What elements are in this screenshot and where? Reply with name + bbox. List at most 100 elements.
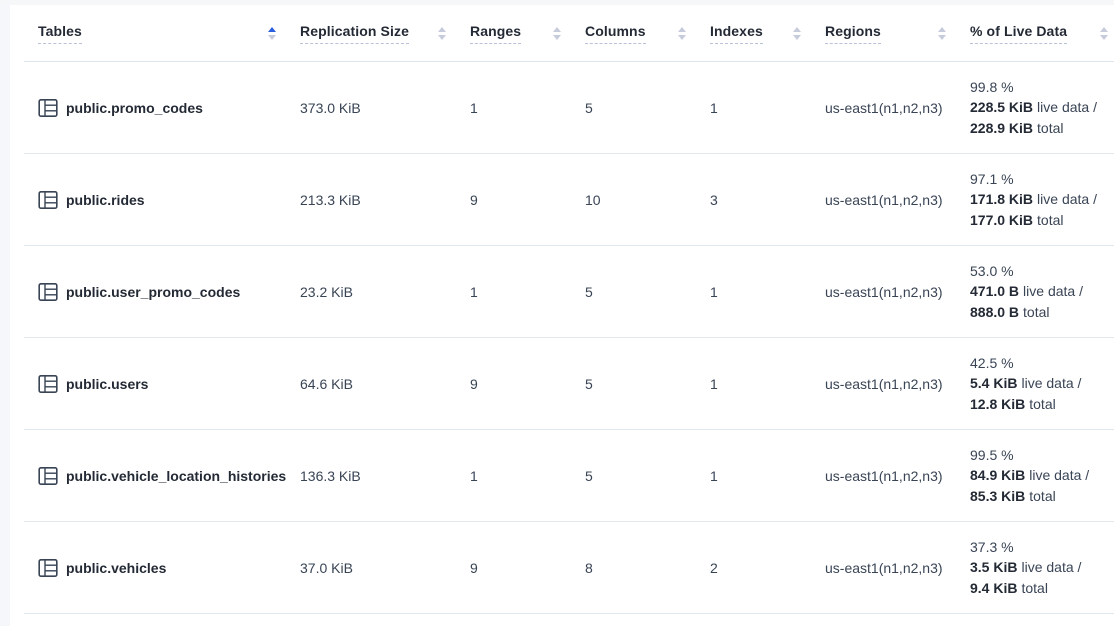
live-suffix: live data /: [1021, 375, 1082, 392]
total-size: 12.8 KiB: [970, 395, 1026, 412]
total-suffix: total: [1037, 211, 1064, 228]
live-data-cell: 37.3 % 3.5 KiB live data / 9.4 KiB total: [960, 537, 1114, 599]
live-size: 5.4 KiB: [970, 375, 1018, 392]
total-size-line: 177.0 KiB total: [970, 210, 1114, 231]
table-row: public.rides 213.3 KiB 9 10 3 us-east1(n…: [24, 154, 1114, 246]
live-data-cell: 99.8 % 228.5 KiB live data / 228.9 KiB tot…: [960, 77, 1114, 139]
column-header-regions[interactable]: Regions: [815, 5, 960, 61]
live-suffix: live data /: [1037, 99, 1097, 116]
ranges-cell: 1: [470, 283, 478, 300]
column-header-ranges[interactable]: Ranges: [460, 5, 575, 61]
regions-cell: us-east1(n1,n2,n3): [825, 283, 943, 300]
table-name-cell: public.user_promo_codes: [24, 282, 290, 302]
columns-cell: 10: [585, 191, 601, 208]
regions-cell: us-east1(n1,n2,n3): [825, 191, 943, 208]
live-percent: 53.0 %: [970, 262, 1014, 279]
regions-cell: us-east1(n1,n2,n3): [825, 375, 943, 392]
column-header-replication-size[interactable]: Replication Size: [290, 5, 460, 61]
column-header-tables[interactable]: Tables: [24, 5, 290, 61]
total-size-line: 12.8 KiB total: [970, 394, 1114, 415]
sort-carets-icon[interactable]: [268, 26, 276, 40]
table-name-cell: public.vehicle_location_histories: [24, 466, 290, 486]
table-icon: [38, 190, 58, 210]
indexes-cell: 1: [710, 283, 718, 300]
replication-size-cell: 373.0 KiB: [300, 99, 361, 116]
table-header-row: Tables Replication Size Ranges Columns: [24, 5, 1114, 62]
replication-size-cell: 64.6 KiB: [300, 375, 353, 392]
column-header-indexes[interactable]: Indexes: [700, 5, 815, 61]
total-size-line: 85.3 KiB total: [970, 486, 1114, 507]
columns-cell: 5: [585, 283, 593, 300]
replication-size-cell: 213.3 KiB: [300, 191, 361, 208]
column-header-label: Replication Size: [300, 23, 409, 44]
regions-cell: us-east1(n1,n2,n3): [825, 99, 943, 116]
page-background-left: [0, 0, 10, 626]
total-suffix: total: [1037, 119, 1064, 136]
table-icon: [38, 466, 58, 486]
sort-carets-icon[interactable]: [1100, 26, 1108, 40]
total-size: 85.3 KiB: [970, 487, 1026, 504]
live-size: 228.5 KiB: [970, 99, 1034, 116]
column-header-columns[interactable]: Columns: [575, 5, 700, 61]
table-name-link[interactable]: public.rides: [66, 191, 145, 208]
sort-carets-icon[interactable]: [553, 26, 561, 40]
table-row: public.users 64.6 KiB 9 5 1 us-east1(n1,…: [24, 338, 1114, 430]
live-size: 84.9 KiB: [970, 467, 1026, 484]
total-suffix: total: [1029, 487, 1056, 504]
sort-carets-icon[interactable]: [438, 26, 446, 40]
total-size-line: 228.9 KiB total: [970, 118, 1114, 139]
live-size-line: 228.5 KiB live data /: [970, 97, 1114, 118]
total-size: 888.0 B: [970, 303, 1020, 320]
sort-carets-icon[interactable]: [793, 26, 801, 40]
table-icon: [38, 282, 58, 302]
sort-carets-icon[interactable]: [678, 26, 686, 40]
ranges-cell: 1: [470, 99, 478, 116]
indexes-cell: 1: [710, 375, 718, 392]
live-suffix: live data /: [1037, 191, 1097, 208]
total-suffix: total: [1023, 303, 1050, 320]
replication-size-cell: 23.2 KiB: [300, 283, 353, 300]
live-data-cell: 99.5 % 84.9 KiB live data / 85.3 KiB total: [960, 445, 1114, 507]
columns-cell: 8: [585, 559, 593, 576]
table-name-cell: public.users: [24, 374, 290, 394]
columns-cell: 5: [585, 467, 593, 484]
column-header-label: % of Live Data: [970, 23, 1068, 44]
live-size-line: 84.9 KiB live data /: [970, 465, 1114, 486]
column-header-label: Regions: [825, 23, 881, 44]
live-percent: 37.3 %: [970, 538, 1014, 555]
sort-carets-icon[interactable]: [938, 26, 946, 40]
ranges-cell: 9: [470, 191, 478, 208]
live-data-cell: 42.5 % 5.4 KiB live data / 12.8 KiB total: [960, 353, 1114, 415]
replication-size-cell: 136.3 KiB: [300, 467, 361, 484]
live-suffix: live data /: [1023, 283, 1083, 300]
regions-cell: us-east1(n1,n2,n3): [825, 467, 943, 484]
columns-cell: 5: [585, 375, 593, 392]
table-icon: [38, 98, 58, 118]
live-size-line: 5.4 KiB live data /: [970, 373, 1114, 394]
total-size: 228.9 KiB: [970, 119, 1034, 136]
table-name-cell: public.promo_codes: [24, 98, 290, 118]
ranges-cell: 9: [470, 559, 478, 576]
table-row: public.promo_codes 373.0 KiB 1 5 1 us-ea…: [24, 62, 1114, 154]
live-percent: 99.8 %: [970, 78, 1014, 95]
table-name-cell: public.rides: [24, 190, 290, 210]
table-name-link[interactable]: public.vehicle_location_histories: [66, 467, 287, 484]
table-name-link[interactable]: public.promo_codes: [66, 99, 203, 116]
table-icon: [38, 374, 58, 394]
table-name-cell: public.vehicles: [24, 558, 290, 578]
live-percent: 42.5 %: [970, 354, 1014, 371]
regions-cell: us-east1(n1,n2,n3): [825, 559, 943, 576]
column-header-of-live-data[interactable]: % of Live Data: [960, 5, 1114, 61]
total-size-line: 9.4 KiB total: [970, 578, 1114, 599]
live-size: 171.8 KiB: [970, 191, 1034, 208]
live-size-line: 171.8 KiB live data /: [970, 189, 1114, 210]
table-name-link[interactable]: public.users: [66, 375, 149, 392]
table-name-link[interactable]: public.user_promo_codes: [66, 283, 241, 300]
table-name-link[interactable]: public.vehicles: [66, 559, 167, 576]
column-header-label: Ranges: [470, 23, 522, 44]
tables-table: Tables Replication Size Ranges Columns: [10, 5, 1114, 614]
replication-size-cell: 37.0 KiB: [300, 559, 353, 576]
columns-cell: 5: [585, 99, 593, 116]
